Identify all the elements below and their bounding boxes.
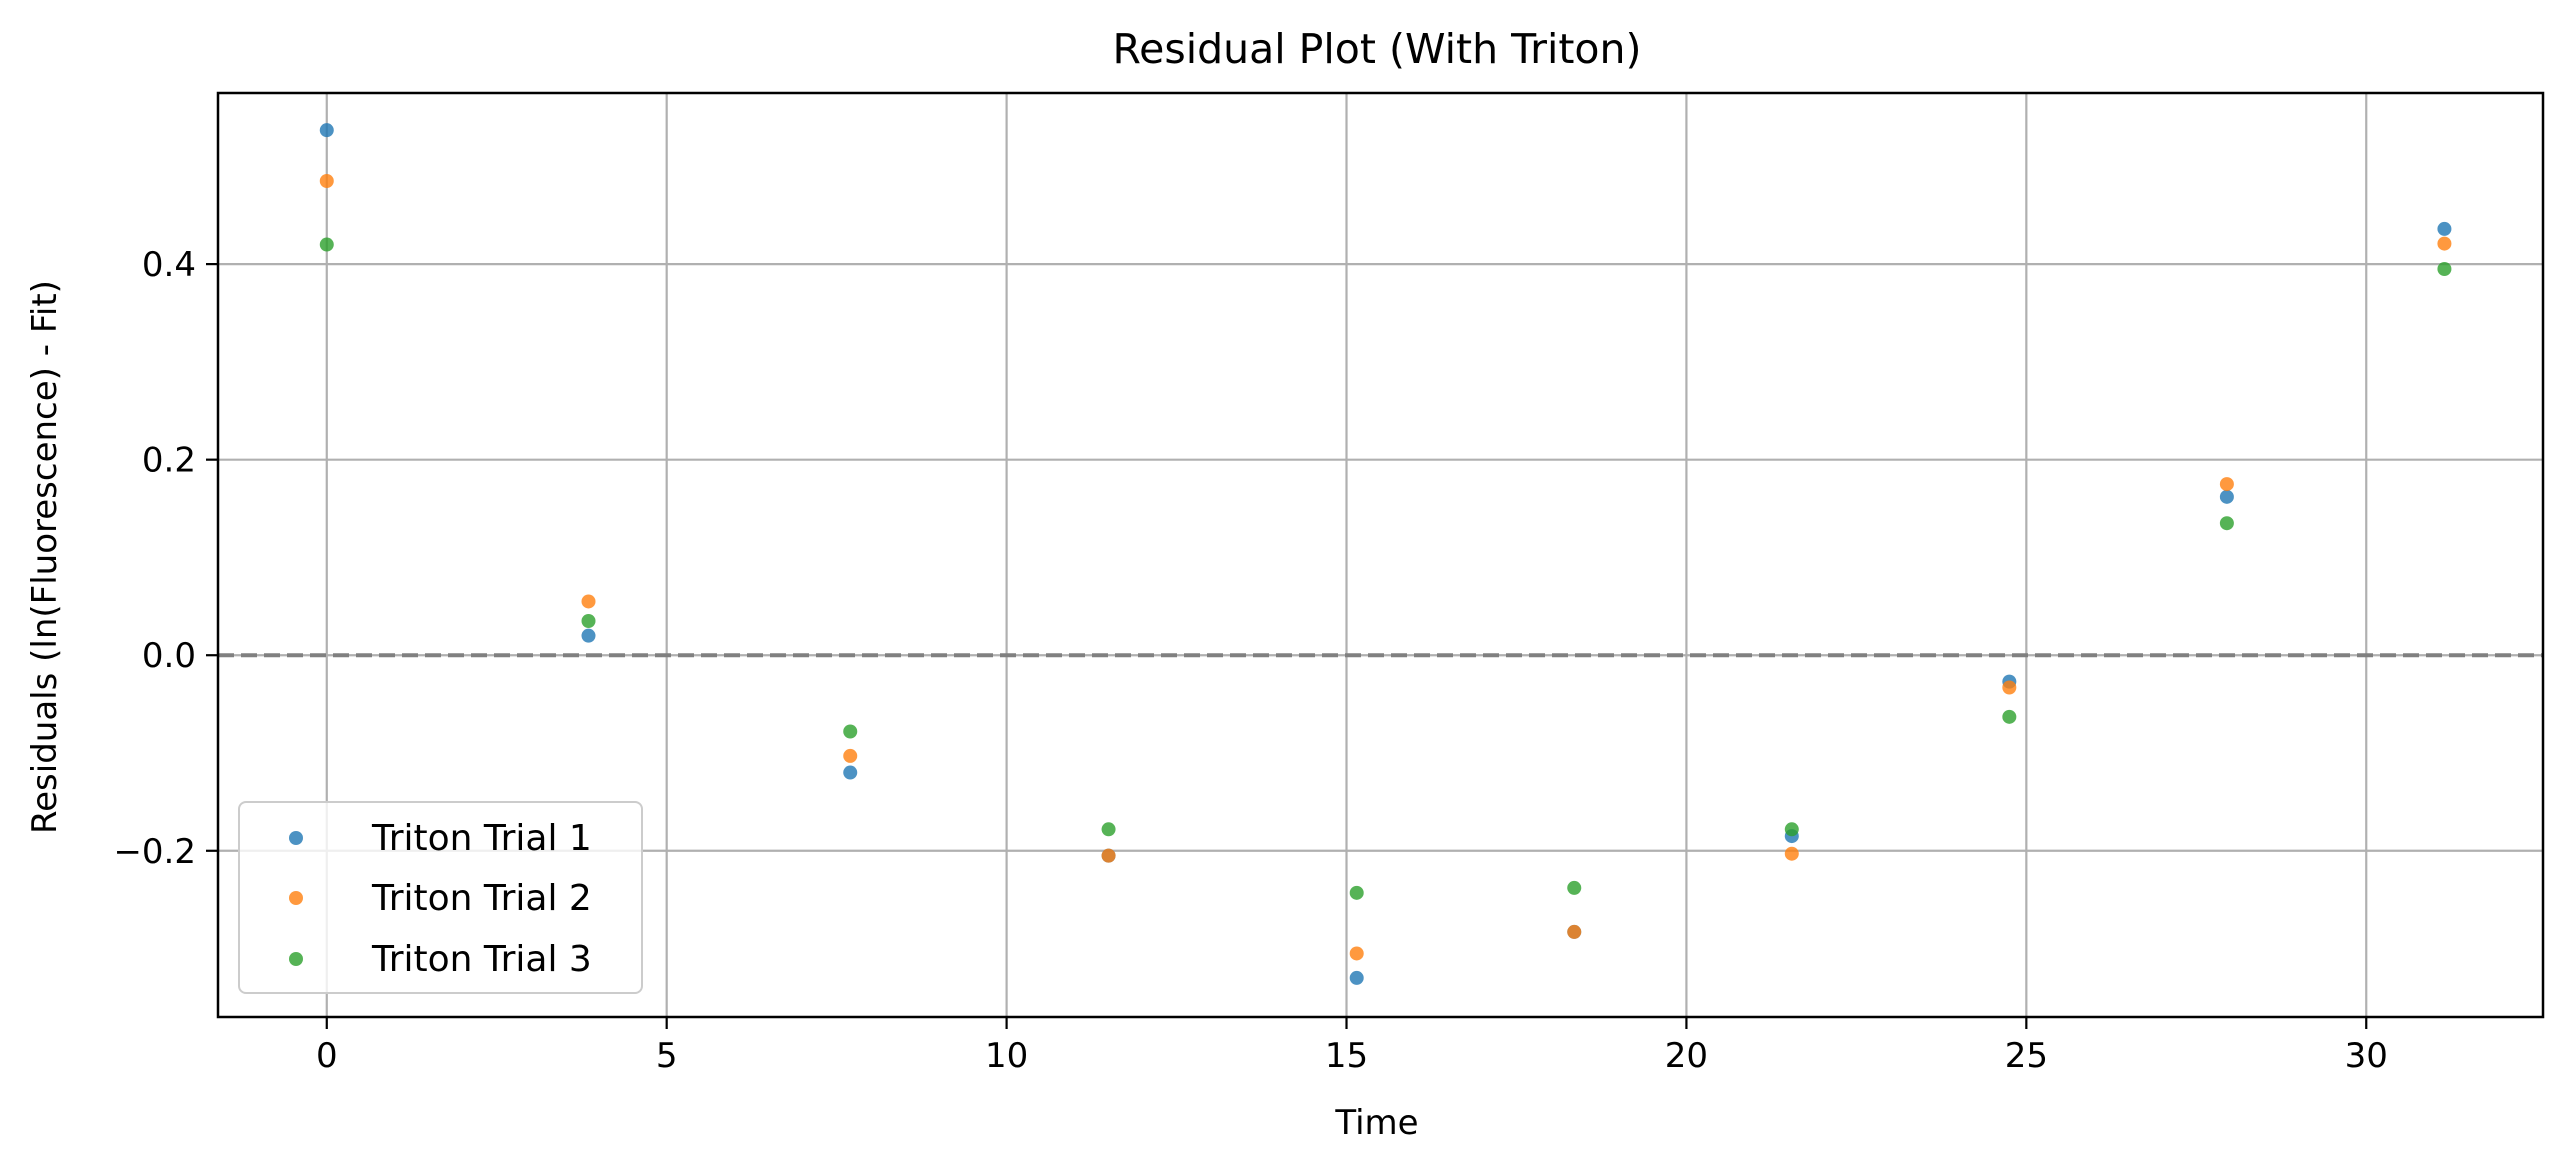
y-axis-ticks: −0.2 0.0 0.2 0.4 [113, 245, 218, 872]
legend: Triton Trial 1 Triton Trial 2 Triton Tri… [238, 801, 643, 994]
x-tick-label: 5 [656, 1036, 678, 1076]
data-point [843, 724, 858, 739]
x-tick-label: 10 [985, 1036, 1028, 1076]
data-point [319, 123, 334, 138]
legend-box [238, 801, 643, 994]
legend-label-trial-1: Triton Trial 1 [371, 818, 592, 859]
y-tick-label: −0.2 [113, 832, 196, 872]
chart-title: Residual Plot (With Triton) [1112, 25, 1641, 73]
series-trial-2 [319, 174, 2452, 961]
plot-frame [216, 91, 2545, 1019]
data-point [843, 748, 858, 763]
x-tick-label: 30 [2345, 1036, 2388, 1076]
data-point [1349, 970, 1364, 985]
data-point [581, 614, 596, 628]
data-point [1101, 822, 1116, 837]
y-axis-label: Residuals (ln(Fluorescence) - Fit) [25, 280, 65, 834]
y-tick-label: 0.4 [142, 245, 196, 285]
data-point [1784, 846, 1799, 861]
data-point [2437, 236, 2452, 251]
x-tick-label: 15 [1325, 1036, 1368, 1076]
series-trial-3 [319, 237, 2452, 900]
data-point [581, 594, 596, 609]
data-point [2219, 516, 2234, 531]
x-tick-label: 25 [2005, 1036, 2048, 1076]
data-point [2002, 680, 2017, 695]
y-tick-label: 0.0 [142, 636, 196, 676]
data-points [319, 123, 2452, 985]
data-point [1349, 885, 1364, 900]
data-point [1101, 848, 1116, 863]
data-point [319, 174, 334, 188]
data-point [1349, 946, 1364, 961]
data-point [1567, 924, 1582, 939]
data-point [319, 237, 334, 252]
data-point [843, 765, 858, 780]
x-tick-label: 0 [316, 1036, 338, 1076]
data-point [2437, 262, 2452, 276]
x-axis-label: Time [1334, 1103, 1418, 1143]
x-tick-label: 20 [1665, 1036, 1708, 1076]
data-point [2219, 489, 2234, 504]
data-point [2219, 477, 2234, 492]
data-point [581, 628, 596, 643]
data-point [1567, 880, 1582, 895]
data-point [1784, 822, 1799, 837]
data-point [2437, 221, 2452, 236]
legend-marker-trial-1 [289, 831, 303, 845]
legend-label-trial-2: Triton Trial 2 [371, 878, 592, 919]
legend-marker-trial-3 [289, 952, 303, 966]
legend-marker-trial-2 [289, 891, 303, 905]
data-point [2002, 709, 2017, 724]
y-tick-label: 0.2 [142, 441, 196, 481]
legend-label-trial-3: Triton Trial 3 [371, 939, 592, 980]
x-axis-ticks: 0 5 10 15 20 25 30 [316, 1017, 2388, 1076]
